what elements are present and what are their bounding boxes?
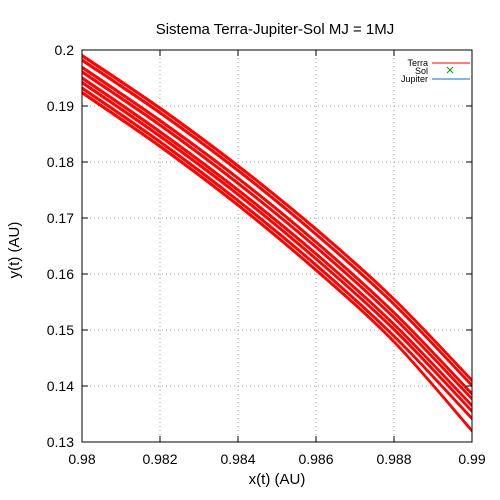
axis-ticks: 0.98 0.982 0.984 0.986 0.988 0.99 0.13 0.14 0.15… (47, 42, 486, 467)
series-line-terra (82, 80, 472, 411)
plot-frame (81, 49, 473, 443)
series-line-terra (82, 81, 472, 412)
series-line-terra (82, 67, 472, 396)
series-line-terra (82, 70, 472, 399)
series-line-terra (82, 55, 472, 381)
y-tick-label: 0.14 (47, 378, 74, 394)
series-layer (82, 53, 472, 433)
series-line-terra (82, 83, 472, 413)
series-line-terra (82, 86, 472, 418)
y-tick-label: 0.16 (47, 266, 74, 282)
x-tick-label: 0.99 (458, 451, 485, 467)
x-tick-label: 0.984 (220, 451, 255, 467)
y-axis-label: y(t) (AU) (6, 222, 23, 279)
x-tick-label: 0.986 (298, 451, 333, 467)
series-line-terra (82, 71, 472, 400)
series-line-terra (82, 59, 472, 387)
series-line-terra (82, 66, 472, 395)
legend-label-jupiter: Jupiter (401, 74, 428, 84)
series-line-terra (82, 76, 472, 405)
legend-label-sol: Sol (415, 66, 428, 76)
series-line-terra (82, 60, 472, 388)
y-tick-label: 0.17 (47, 210, 74, 226)
series-line-terra (82, 72, 472, 401)
chart-title: Sistema Terra-Jupiter-Sol MJ = 1MJ (156, 21, 395, 38)
legend-swatch-sol-cross-icon (446, 66, 454, 74)
series-group (82, 53, 472, 433)
y-tick-label: 0.2 (55, 42, 75, 58)
legend: Terra Sol Jupiter (401, 58, 470, 84)
y-tick-label: 0.18 (47, 154, 74, 170)
series-line-terra (82, 65, 472, 394)
x-tick-label: 0.988 (376, 451, 411, 467)
series-line-terra (82, 78, 472, 408)
x-axis-label: x(t) (AU) (249, 471, 306, 488)
series-line-terra (82, 93, 472, 433)
series-line-terra (82, 87, 472, 420)
series-line-terra (82, 88, 472, 421)
y-tick-label: 0.15 (47, 322, 74, 338)
x-tick-label: 0.982 (142, 451, 177, 467)
legend-label-terra: Terra (407, 58, 428, 68)
series-line-terra (82, 56, 472, 383)
series-line-terra (82, 77, 472, 407)
series-line-terra (82, 91, 472, 432)
series-line-terra (82, 58, 472, 385)
y-tick-label: 0.13 (47, 434, 74, 450)
series-line-terra (82, 90, 472, 431)
y-tick-label: 0.19 (47, 98, 74, 114)
series-line-terra (82, 53, 472, 380)
x-tick-label: 0.98 (68, 451, 95, 467)
